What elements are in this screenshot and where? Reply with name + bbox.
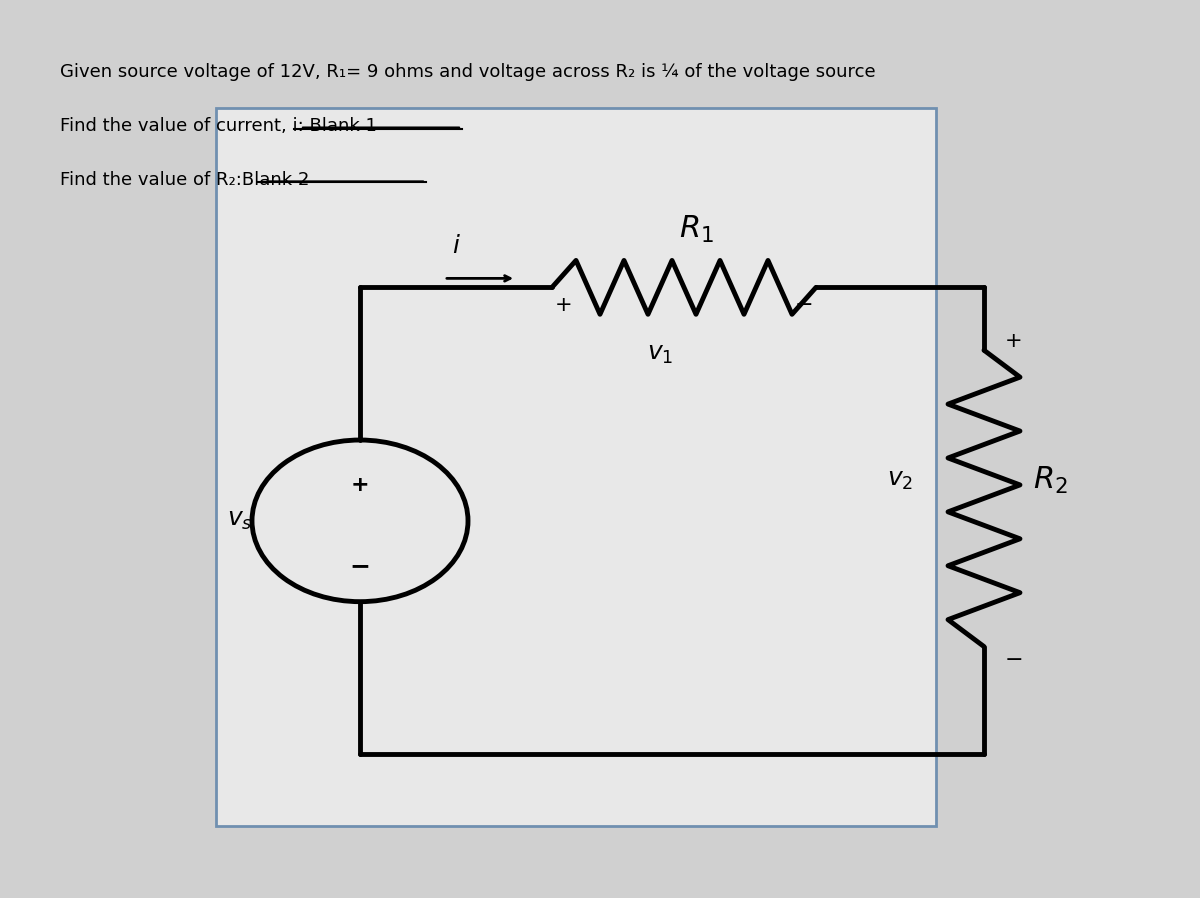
Text: −: −	[349, 554, 371, 577]
Text: −: −	[1004, 650, 1024, 670]
Text: $R_1$: $R_1$	[678, 214, 714, 244]
Text: Find the value of current, i: Blank 1: Find the value of current, i: Blank 1	[60, 117, 377, 135]
Text: $i$: $i$	[451, 235, 461, 259]
Text: $R_2$: $R_2$	[1033, 465, 1067, 496]
Text: Find the value of R₂:Blank 2: Find the value of R₂:Blank 2	[60, 171, 310, 189]
Text: $v_s$: $v_s$	[227, 509, 253, 533]
FancyBboxPatch shape	[216, 108, 936, 826]
Text: −: −	[794, 295, 814, 315]
Text: $v_2$: $v_2$	[887, 469, 913, 492]
Text: $v_1$: $v_1$	[647, 343, 673, 366]
Text: +: +	[350, 475, 370, 495]
Text: +: +	[556, 295, 572, 315]
Text: +: +	[1006, 331, 1022, 351]
Text: Given source voltage of 12V, R₁= 9 ohms and voltage across R₂ is ¼ of the voltag: Given source voltage of 12V, R₁= 9 ohms …	[60, 63, 876, 81]
